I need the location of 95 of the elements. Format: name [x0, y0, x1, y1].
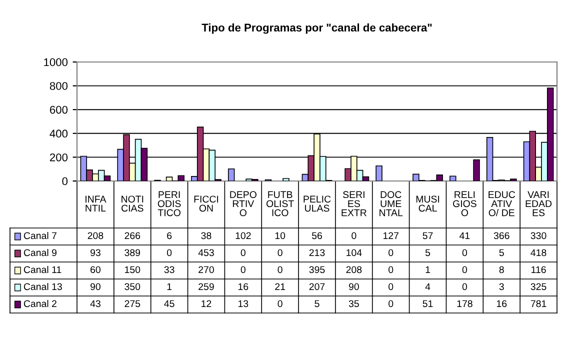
data-label: 57	[422, 232, 433, 240]
data-label: 5	[499, 249, 504, 256]
data-label: 1	[426, 266, 430, 274]
data-label: 8	[499, 266, 504, 274]
data-label: 275	[124, 300, 140, 308]
data-label: 21	[275, 283, 286, 290]
bar	[376, 165, 382, 181]
data-label: 0	[352, 232, 356, 240]
bar	[228, 168, 235, 181]
data-label: 3	[499, 283, 504, 290]
data-label: 208	[346, 266, 362, 274]
data-label: 56	[312, 232, 322, 240]
x-tick-label: FICCI ON	[194, 196, 218, 212]
data-label: 13	[238, 300, 248, 308]
legend-label: Canal 9	[24, 248, 56, 256]
data-label: 51	[422, 300, 433, 308]
x-tick-label: PELIC ULAS	[304, 196, 331, 212]
data-label: 0	[278, 266, 282, 274]
x-tick-label: VARI EDAD ES	[526, 191, 552, 216]
data-label: 6	[167, 232, 172, 240]
data-label: 90	[348, 283, 359, 290]
data-label: 213	[309, 249, 325, 256]
data-label: 366	[494, 232, 510, 240]
data-label: 0	[240, 249, 246, 256]
legend-label: Canal 13	[24, 282, 62, 290]
x-tick-label: DOC UME NTAL	[380, 191, 403, 216]
data-label: 781	[530, 300, 546, 308]
data-label: 0	[240, 266, 246, 274]
y-tick-label: 1000	[44, 58, 68, 66]
data-label: 104	[346, 249, 362, 256]
y-tick-label: 800	[50, 82, 68, 90]
chart-title: Tipo de Programas por "canal de cabecera"	[202, 23, 432, 34]
x-tick-label: RELI GIOS O	[453, 191, 476, 216]
legend-label: Canal 11	[24, 266, 62, 274]
data-label: 60	[90, 266, 100, 274]
data-label: 12	[202, 300, 212, 308]
data-label: 93	[90, 249, 100, 256]
data-label: 389	[124, 249, 140, 256]
y-tick-label: 600	[50, 106, 68, 114]
data-label: 330	[530, 232, 546, 240]
data-label: 259	[198, 283, 214, 290]
bar	[450, 176, 456, 181]
data-label: 45	[164, 300, 174, 308]
data-label: 418	[530, 249, 546, 256]
data-label: 35	[348, 300, 359, 308]
data-label: 116	[532, 266, 546, 274]
data-label: 127	[383, 232, 398, 240]
data-label: 0	[462, 283, 468, 290]
data-label: 0	[388, 249, 394, 256]
y-tick-label: 400	[50, 130, 68, 138]
legend-label: Canal 2	[24, 300, 56, 308]
data-label: 0	[462, 266, 468, 274]
data-label: 0	[278, 300, 282, 308]
x-tick-label: FUTB OLIST ICO	[266, 191, 294, 216]
x-tick-label: EDUC ATIV O/ DE	[488, 191, 516, 216]
data-label: 395	[309, 266, 325, 274]
data-label: 41	[460, 232, 470, 240]
bar	[282, 178, 290, 181]
data-label: 207	[309, 283, 325, 290]
data-label: 10	[275, 232, 286, 240]
data-label: 33	[164, 266, 174, 274]
y-tick-label: 0	[62, 177, 68, 186]
data-label: 453	[198, 249, 214, 256]
data-label: 43	[90, 300, 100, 308]
data-label: 102	[236, 232, 251, 240]
bar	[473, 159, 480, 181]
x-tick-label: NOTI CIAS	[122, 196, 144, 212]
data-label: 0	[388, 300, 394, 308]
data-label: 38	[201, 232, 212, 240]
legend-label: Canal 7	[24, 232, 56, 240]
data-label: 16	[238, 283, 248, 290]
data-label: 350	[124, 283, 140, 290]
data-label: 178	[457, 300, 472, 308]
data-label: 150	[125, 266, 140, 274]
data-label: 16	[496, 300, 507, 308]
data-label: 90	[90, 283, 100, 290]
data-label: 270	[198, 266, 214, 274]
data-label: 0	[462, 249, 468, 256]
x-tick-label: MUSI CAL	[416, 196, 440, 212]
data-label: 1	[167, 283, 172, 290]
data-label: 5	[425, 249, 430, 256]
data-label: 266	[124, 232, 140, 240]
x-tick-label: INFA NTIL	[86, 196, 106, 212]
data-label: 0	[278, 249, 282, 256]
data-label: 4	[425, 283, 430, 290]
data-label: 5	[314, 300, 320, 308]
x-tick-label: PERI ODIS TICO	[158, 191, 181, 216]
data-label: 0	[388, 266, 394, 274]
y-tick-label: 200	[50, 153, 68, 162]
data-label: 0	[388, 283, 394, 290]
data-label: 0	[166, 249, 172, 256]
data-label: 208	[88, 232, 104, 240]
x-tick-label: SERI ES EXTR	[342, 191, 366, 216]
data-label: 325	[530, 283, 546, 290]
x-tick-label: DEPO RTIV O	[230, 191, 256, 216]
